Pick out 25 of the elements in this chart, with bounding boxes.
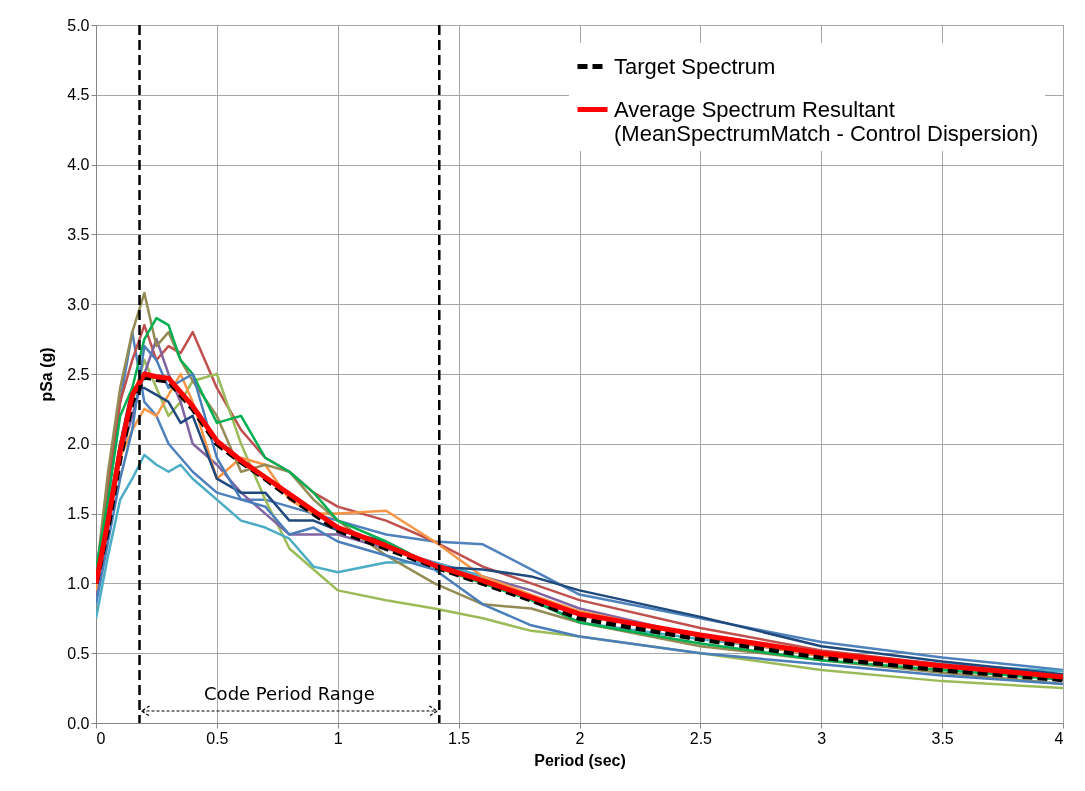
y-tick-label: 0.5 (67, 644, 90, 662)
annotation: Code Period Range (204, 683, 375, 704)
x-tick-label: 1.5 (448, 729, 471, 747)
x-tick-label: 1 (333, 729, 343, 747)
y-tick-label: 4.0 (67, 156, 90, 174)
y-tick-label: 2.0 (67, 435, 90, 453)
legend-label: Average Spectrum Resultant (MeanSpectrumMatch - Control Dispersion) (614, 96, 1039, 146)
y-tick-label: 4.5 (67, 86, 90, 104)
y-tick-label: 2.5 (67, 365, 90, 383)
legend-label: Target Spectrum (614, 53, 776, 79)
x-tick-label: 0.5 (206, 729, 229, 747)
y-tick-label: 1.0 (67, 574, 90, 592)
x-tick-label: 2 (575, 729, 585, 747)
y-axis-title: pSa (g) (38, 347, 56, 402)
x-tick-label: 3 (817, 729, 827, 747)
x-axis-title: Period (sec) (534, 751, 626, 769)
x-tick-label: 0 (96, 729, 106, 747)
y-tick-label: 0.0 (67, 714, 90, 732)
y-tick-label: 3.0 (67, 295, 90, 313)
x-tick-label: 3.5 (931, 729, 954, 747)
y-tick-label: 5.0 (67, 16, 90, 34)
y-tick-label: 3.5 (67, 225, 90, 243)
x-tick-label: 2.5 (689, 729, 713, 747)
x-tick-label: 4 (1054, 729, 1064, 747)
y-tick-label: 1.5 (67, 505, 90, 523)
